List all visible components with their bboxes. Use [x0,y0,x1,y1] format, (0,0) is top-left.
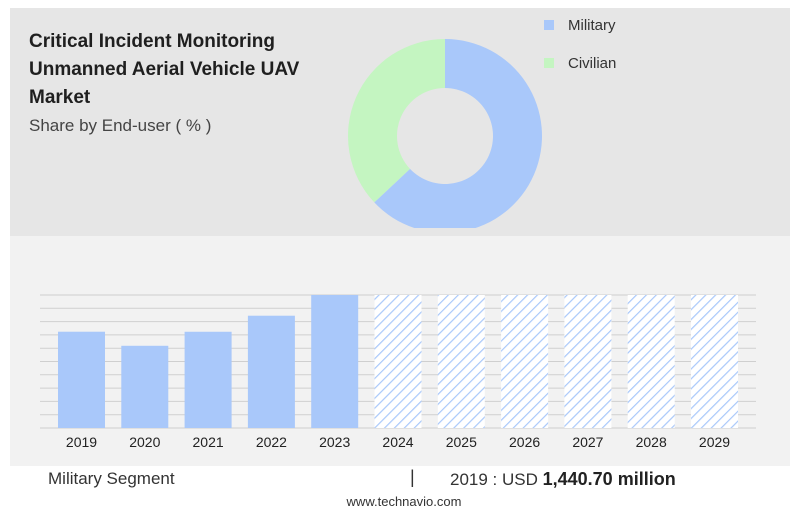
donut-clip-edge [330,228,560,230]
bar-2027 [564,295,612,428]
footer-value-prefix: 2019 : USD [450,470,538,489]
donut-chart [330,39,560,230]
bar-2024 [374,295,422,428]
legend-label-civilian: Civilian [568,54,617,72]
x-tick-2022: 2022 [256,434,287,450]
x-tick-2026: 2026 [509,434,540,450]
legend-item-civilian: Civilian [544,52,616,74]
bar-2019 [58,331,105,428]
x-tick-2028: 2028 [636,434,667,450]
legend: Military Civilian [544,14,616,90]
chart-subtitle: Share by End-user ( % ) [29,116,212,135]
x-tick-2019: 2019 [66,434,97,450]
legend-item-military: Military [544,14,616,36]
bar-2022 [247,315,295,428]
source-link[interactable]: www.technavio.com [346,494,462,509]
x-tick-2029: 2029 [699,434,730,450]
bar-chart: 2019 2020 2021 2022 2023 2024 2025 2026 2027 2028… [40,294,756,450]
footer-separator: | [410,467,415,487]
footer-segment-label: Military Segment [48,469,175,488]
x-tick-2027: 2027 [572,434,603,450]
bar-2020 [121,345,169,428]
legend-swatch-civilian [544,58,554,68]
bar-2023 [311,295,359,428]
x-tick-2024: 2024 [382,434,413,450]
x-tick-2021: 2021 [193,434,224,450]
x-tick-2023: 2023 [319,434,350,450]
footer-value-amount: 1,440.70 million [542,469,676,489]
bar-2021 [184,331,232,428]
x-tick-2025: 2025 [446,434,477,450]
chart-title: Critical Incident Monitoring Unmanned Ae… [29,31,300,108]
bar-2025 [437,295,485,428]
bar-2029 [691,295,738,428]
legend-swatch-military [544,20,554,30]
donut-slice-military [374,39,542,230]
bar-2026 [501,295,549,428]
donut-slice-civilian [348,39,445,203]
bar-2028 [627,295,675,428]
footer-value: 2019 : USD 1,440.70 million [450,469,676,490]
legend-label-military: Military [568,16,616,34]
x-tick-2020: 2020 [129,434,160,450]
